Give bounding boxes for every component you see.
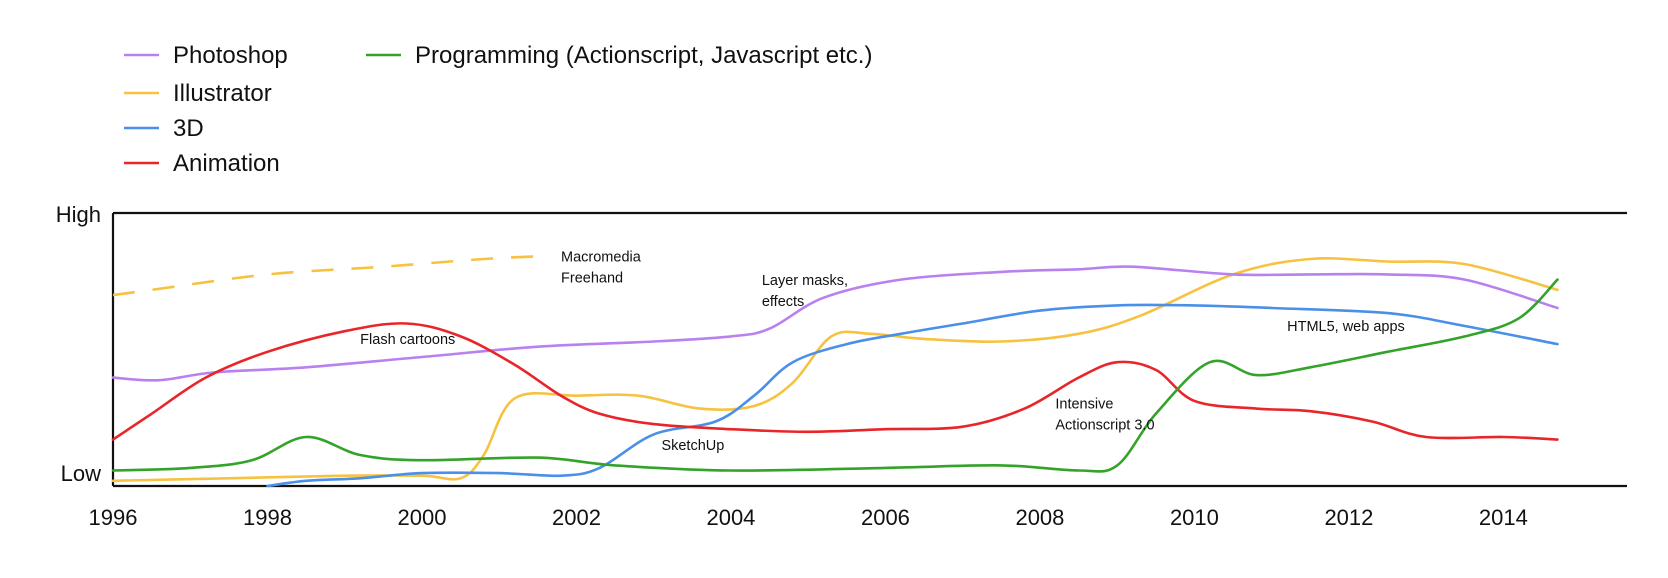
- series-line-photoshop: [111, 265, 1559, 382]
- series-line-programming-actionscript-javascript-etc: [111, 278, 1559, 473]
- legend-item-illustrator: Illustrator: [124, 80, 272, 107]
- series-line-animation: [111, 322, 1559, 441]
- x-tick-label-2000: 2000: [398, 505, 447, 530]
- x-tick-label-2002: 2002: [552, 505, 601, 530]
- annotation-macromedia-freehand: Macromedia Freehand: [561, 250, 642, 287]
- annotation-layer-masks-effects: Layer masks, effects: [762, 273, 848, 310]
- x-tick-label-2008: 2008: [1015, 505, 1064, 530]
- legend-label: 3D: [173, 115, 204, 142]
- x-tick-label-2010: 2010: [1170, 505, 1219, 530]
- x-tick-label-2004: 2004: [706, 505, 755, 530]
- y-tick-label-high: High: [56, 202, 101, 227]
- x-tick-label-2012: 2012: [1324, 505, 1373, 530]
- legend-item-3d: 3D: [124, 115, 204, 142]
- series-lines: [111, 255, 1559, 488]
- annotation-intensive-actionscript-3-0: Intensive Actionscript 3.0: [1055, 397, 1154, 434]
- series-line-illustrator: [111, 257, 1559, 483]
- legend-item-animation: Animation: [124, 150, 280, 177]
- legend: Photoshop Illustrator 3D Animation Programmi…: [124, 42, 872, 177]
- annotations: Macromedia Freehand Flash cartoons Layer ma…: [360, 250, 1405, 454]
- series-line-3d: [266, 303, 1559, 488]
- annotation-sketchup: SketchUp: [661, 438, 724, 454]
- x-tick-label-1998: 1998: [243, 505, 292, 530]
- annotation-html5-web-apps: HTML5, web apps: [1287, 319, 1405, 335]
- x-tick-label-2014: 2014: [1479, 505, 1528, 530]
- legend-label: Programming (Actionscript, Javascript et…: [415, 42, 872, 69]
- legend-item-programming-actionscript-javascript-etc: Programming (Actionscript, Javascript et…: [366, 42, 872, 69]
- tick-labels: 1996 1998 2000 2002 2004 2006 2008 2010 2012 2014…: [56, 202, 1528, 530]
- x-tick-label-1996: 1996: [89, 505, 138, 530]
- legend-label: Animation: [173, 150, 280, 177]
- legend-label: Photoshop: [173, 42, 288, 69]
- y-tick-label-low: Low: [61, 461, 101, 486]
- annotation-flash-cartoons: Flash cartoons: [360, 332, 455, 348]
- x-tick-label-2006: 2006: [861, 505, 910, 530]
- legend-label: Illustrator: [173, 80, 272, 107]
- series-line-macromedia-freehand: [112, 255, 538, 297]
- legend-item-photoshop: Photoshop: [124, 42, 288, 69]
